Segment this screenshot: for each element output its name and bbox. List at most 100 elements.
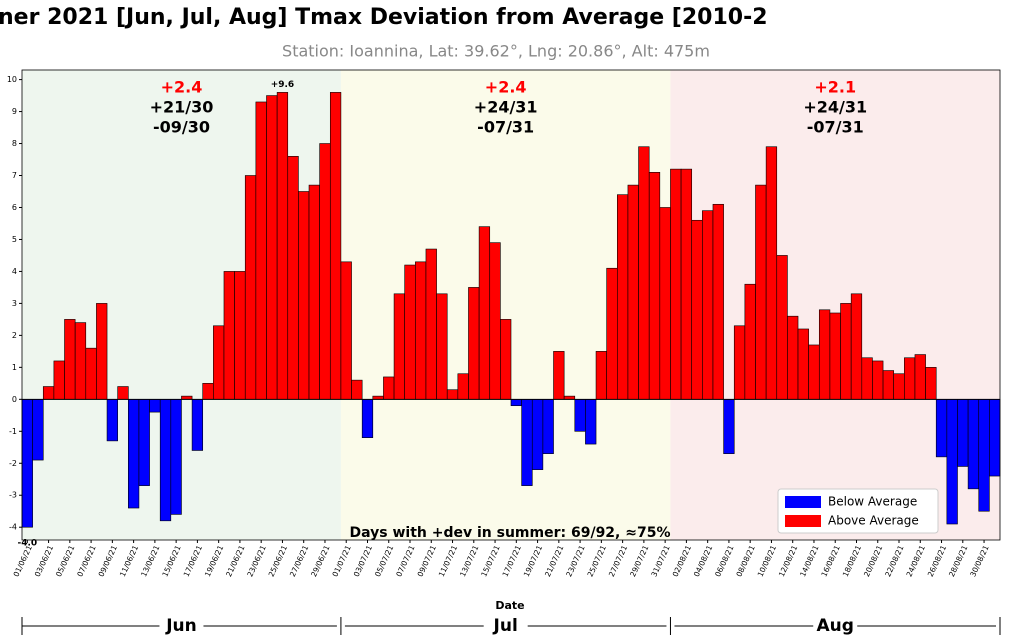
bar [957,399,969,467]
x-tick-label: 23/07/21 [564,544,586,579]
bar [680,168,693,400]
month-negative: -07/31 [807,118,864,137]
bar [787,315,799,400]
bar [840,303,852,400]
bar [393,293,405,400]
month-label: Jul [493,616,518,636]
bar [415,261,427,400]
bar [659,207,671,400]
y-tick-label: -4 [9,523,17,532]
x-tick-label: 14/08/21 [798,544,820,579]
bar [32,399,44,461]
chart-subtitle: Station: Ioannina, Lat: 39.62°, Lng: 20.… [282,42,710,61]
x-tick-label: 13/07/21 [458,544,480,579]
y-tick-label: 3 [12,299,17,308]
x-tick-label: 07/06/21 [75,544,97,579]
month-mean: +2.4 [161,78,203,97]
bar [500,319,512,400]
chart-title: ner 2021 [Jun, Jul, Aug] Tmax Deviation … [0,5,768,30]
x-tick-label: 10/08/21 [756,544,778,579]
month-mean: +2.1 [814,78,856,97]
bar [244,175,257,400]
bar [542,399,554,454]
bar [361,399,374,438]
bar [648,172,661,400]
bar [489,242,501,400]
x-tick-label: 05/06/21 [54,544,76,579]
x-tick-label: 23/06/21 [245,544,267,579]
y-tick-label: -1 [9,427,17,436]
y-tick-label: 10 [7,75,17,84]
month-mean: +2.4 [485,78,527,97]
legend-label: Above Average [828,514,919,528]
x-tick-label: 08/08/21 [734,544,756,579]
bar [510,399,522,407]
month-positive: +24/31 [803,98,867,117]
bar [191,399,204,451]
plot-frame [21,69,1001,541]
x-tick-label: 26/08/21 [926,544,948,579]
x-tick-label: 31/07/21 [649,544,671,579]
bar [872,360,884,400]
bar [617,194,629,400]
bar [287,156,299,400]
bar [223,271,235,400]
x-tick-label: 20/08/21 [862,544,884,579]
legend-swatch [785,496,821,508]
x-tick-label: 01/07/21 [330,544,352,579]
bar [266,95,278,400]
x-tick-label: 25/07/21 [586,544,608,579]
bar [276,92,289,400]
legend-label: Below Average [828,495,917,509]
bar [829,312,841,400]
bar [638,146,650,400]
bar [159,399,172,522]
bar [308,184,320,400]
bar [574,399,586,432]
bar [468,287,480,400]
bar [96,303,108,400]
x-tick-label: 22/08/21 [883,544,905,579]
bar [255,101,267,400]
bar [298,191,310,400]
y-tick-label: 5 [12,235,17,244]
bar [521,399,533,486]
bar [776,255,788,400]
bar [850,293,863,400]
bar [765,146,778,400]
bar [733,325,746,400]
x-tick-label: 30/08/21 [968,544,990,579]
bar [627,184,639,400]
bar [202,383,214,400]
x-tick-label: 25/06/21 [267,544,289,579]
x-tick-label: 24/08/21 [905,544,927,579]
bar [893,373,905,400]
bar [21,399,33,528]
bar [53,360,65,400]
x-tick-label: 11/06/21 [118,544,140,579]
y-tick-label: 9 [12,107,17,116]
note: Days with +dev in summer: 69/92, ≈75% [350,525,671,541]
x-tick-label: 13/06/21 [139,544,161,579]
bar [446,389,459,400]
value-label: +9.6 [271,80,294,90]
x-tick-label: 18/08/21 [841,544,863,579]
bar [128,399,140,509]
bar [691,219,703,400]
y-tick-label: 2 [12,331,17,340]
y-tick-label: -2 [9,459,17,468]
x-tick-label: 16/08/21 [819,544,841,579]
bar [213,325,225,400]
y-tick-label: 1 [12,363,17,372]
bar [234,271,246,400]
x-tick-label: 27/06/21 [288,544,310,579]
x-tick-label: 09/07/21 [416,544,438,579]
x-tick-label: 28/08/21 [947,544,969,579]
x-tick-label: 19/06/21 [203,544,225,579]
bar [404,264,416,400]
x-tick-label: 17/07/21 [501,544,523,579]
y-tick-label: 0 [12,395,17,404]
value-label: -4.0 [17,539,37,549]
bar [670,168,682,400]
